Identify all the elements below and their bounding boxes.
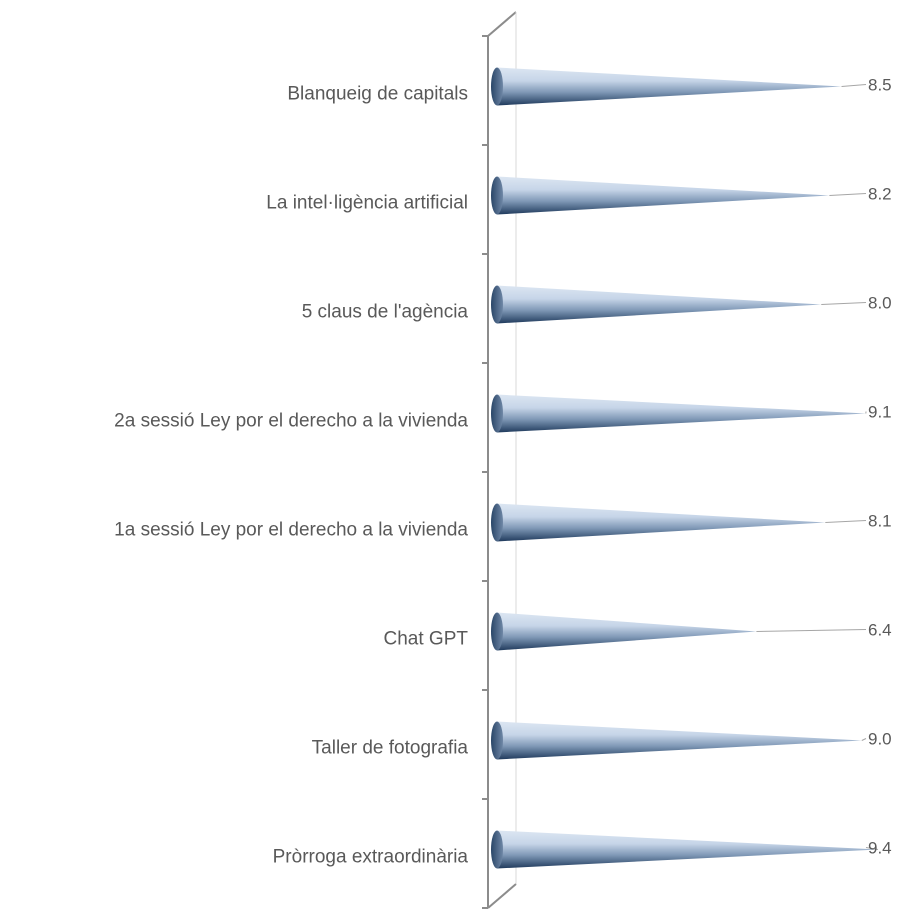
cone-bar xyxy=(497,721,862,760)
cone-series xyxy=(491,67,878,869)
axis-depth-bottom xyxy=(487,883,517,909)
cone-bar xyxy=(497,285,822,324)
value-leader-line xyxy=(825,520,867,523)
category-label: Chat GPT xyxy=(384,629,469,650)
cone-bar xyxy=(497,830,878,869)
cone-bar xyxy=(497,503,826,542)
category-label: 2a sessió Ley por el derecho a la vivien… xyxy=(114,411,468,432)
cone-base xyxy=(491,394,503,433)
value-label: 8.2 xyxy=(868,185,892,204)
value-leader-line xyxy=(756,629,867,632)
cone-bar xyxy=(497,67,842,106)
category-label: 1a sessió Ley por el derecho a la vivien… xyxy=(114,520,468,541)
category-label: Pròrroga extraordinària xyxy=(273,847,469,868)
value-label: 9.4 xyxy=(868,839,892,858)
value-label: 8.5 xyxy=(868,76,892,95)
category-labels: Blanqueig de capitals La intel·ligència a… xyxy=(114,84,468,868)
cone-base xyxy=(491,612,503,651)
value-label: 8.0 xyxy=(868,294,892,313)
cone-base xyxy=(491,721,503,760)
cone-bar xyxy=(497,612,757,651)
cone-base xyxy=(491,285,503,324)
category-label: 5 claus de l'agència xyxy=(302,302,469,323)
category-label: Taller de fotografia xyxy=(312,738,469,759)
value-leader-line xyxy=(821,302,867,305)
value-label: 9.0 xyxy=(868,730,892,749)
value-leader-line xyxy=(861,738,867,741)
value-labels: 8.5 8.2 8.0 9.1 8.1 6.4 9.0 9.4 xyxy=(756,76,892,858)
value-label: 8.1 xyxy=(868,512,892,531)
cone-base xyxy=(491,67,503,106)
value-label: 9.1 xyxy=(868,403,892,422)
axis-depth-top xyxy=(487,11,517,37)
cone-bar xyxy=(497,394,866,433)
category-label: Blanqueig de capitals xyxy=(287,84,468,105)
category-axis xyxy=(482,11,517,909)
category-label: La intel·ligència artificial xyxy=(266,193,468,214)
cone-base xyxy=(491,503,503,542)
cone-bar xyxy=(497,176,830,215)
value-label: 6.4 xyxy=(868,621,892,640)
value-leader-line xyxy=(841,84,867,87)
cone-base xyxy=(491,176,503,215)
value-leader-line xyxy=(865,847,879,850)
value-leader-line xyxy=(829,193,867,196)
cone-base xyxy=(491,830,503,869)
